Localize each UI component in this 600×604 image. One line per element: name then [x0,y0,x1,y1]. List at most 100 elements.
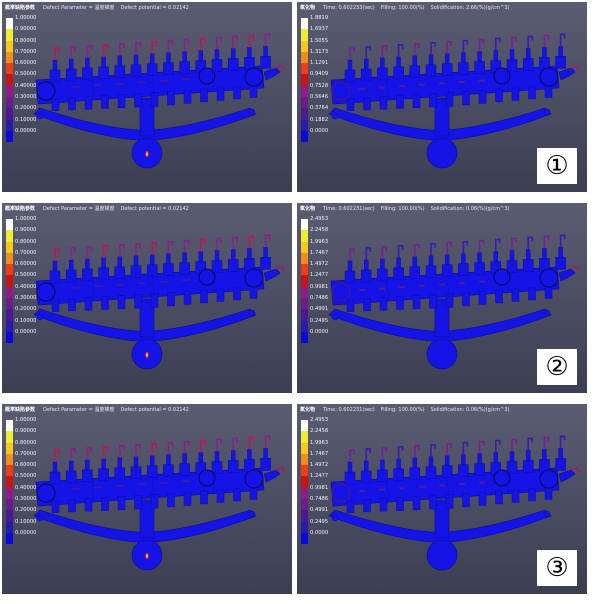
legend-entry: 1.3173 [301,49,347,64]
legend-entry: 0.60000 [6,261,52,276]
legend-entry: 0.10000 [6,317,52,332]
header-field: Defect potential = 0.02142 [120,407,189,413]
case-number-badge: ① [537,148,577,184]
header-field: Filling: 100.00(%) [380,206,425,212]
panel-title: 氧化物 [300,206,316,212]
legend-value: 0.20000 [15,507,37,514]
panel-header: 氧化物 Time: 0.602233(sec) Filling: 100.00(%)… [297,2,587,14]
legend-swatch [301,465,308,477]
legend-entry: 1.5055 [301,38,347,52]
legend-entry: 1.00000 [6,216,52,231]
legend-swatch [6,521,13,533]
legend-value: 0.80000 [15,37,37,44]
legend-value: 0.60000 [15,60,37,67]
casting-model [33,33,285,169]
color-legend: 2.4953 2.2458 1.9963 1.7467 1.4972 1.2477 0.99… [301,417,347,545]
legend-entry: 0.70000 [6,450,52,466]
legend-swatch [6,465,13,477]
legend-value: 0.7528 [310,82,329,89]
legend-swatch [301,431,308,443]
legend-swatch [6,219,13,231]
legend-entry: 1.6937 [301,26,347,41]
header-field: Defect potential = 0.02142 [120,5,189,11]
legend-value: 0.0000 [310,529,329,536]
legend-entry: 2.2458 [301,227,347,242]
panel-title: 概率缺陷参数 [5,5,36,11]
legend-value: 2.2458 [310,227,329,234]
legend-value: 0.40000 [15,484,37,491]
header-field: Solidification: 2.66(%)(g/cm^3) [430,5,510,11]
legend-swatch [301,264,308,276]
legend-swatch [301,74,308,86]
panel-title: 氧化物 [300,407,316,413]
legend-swatch [6,230,13,242]
legend-entry: 0.80000 [6,439,52,454]
header-field: Filling: 100.00(%) [380,5,425,11]
legend-value: 0.80000 [15,439,37,446]
legend-swatch [301,320,308,332]
legend-swatch [6,298,13,310]
legend-entry: 0.30000 [6,94,52,109]
casting-model [33,435,285,571]
legend-entry: 2.2458 [301,428,347,443]
legend-value: 1.7467 [310,249,329,256]
legend-swatch [6,51,13,64]
legend-entry: 1.4972 [301,261,347,276]
legend-entry: 0.20000 [6,105,52,120]
legend-entry: 0.10000 [6,117,52,131]
legend-entry: 0.20000 [6,507,52,522]
legend-swatch [6,108,13,120]
legend-swatch [6,18,13,30]
legend-value: 0.70000 [15,450,37,457]
legend-value: 1.6937 [310,26,329,33]
legend-entry: 0.2495 [301,318,347,332]
legend-entry: 2.4953 [301,417,347,432]
legend-entry: 0.9981 [301,485,347,500]
legend-entry: 1.00000 [6,417,52,432]
legend-value: 0.5646 [310,94,329,101]
legend-swatch [301,29,308,41]
legend-entry: 0.10000 [6,519,52,533]
color-legend: 1.8819 1.6937 1.5055 1.3173 1.1291 0.9409 0.75… [301,15,347,143]
legend-swatch [301,230,308,242]
legend-entry: 0.50000 [6,272,52,287]
header-field: Defect potential = 0.02142 [120,206,189,212]
legend-value: 0.90000 [15,26,37,33]
legend-swatch [6,264,13,276]
panel-header: 概率缺陷参数 Defect Parameter = 温度梯度 Defect pote… [2,2,292,14]
legend-swatch [301,442,308,454]
legend-entry: 0.0000 [301,329,347,344]
legend-swatch [301,63,308,75]
legend-value: 0.10000 [15,317,37,324]
legend-entry: 1.7467 [301,249,347,265]
legend-value: 1.2477 [310,272,329,279]
legend-entry: 0.30000 [6,295,52,310]
panel-header: 氧化物 Time: 0.602231(sec) Filling: 100.00(%)… [297,203,587,215]
panel-left-1: 概率缺陷参数 Defect Parameter = 温度梯度 Defect pote… [2,2,292,192]
legend-value: 1.00000 [15,417,37,423]
legend-swatch [301,476,308,488]
legend-swatch [301,286,308,299]
legend-entry: 0.7528 [301,82,347,98]
legend-entry: 0.0000 [301,529,347,545]
legend-entry: 1.4972 [301,462,347,477]
legend-value: 0.90000 [15,428,37,435]
legend-entry: 0.2495 [301,519,347,533]
header-field: Solidification: 0.06(%)(g/cm^3) [430,407,510,413]
legend-swatch [6,499,13,511]
legend-value: 1.00000 [15,216,37,222]
legend-entry: 0.40000 [6,284,52,299]
header-field: Time: 0.602231(sec) [323,407,375,413]
legend-entry: 1.2477 [301,272,347,287]
legend-entry: 0.80000 [6,37,52,52]
legend-value: 0.7486 [310,295,329,302]
legend-value: 0.00000 [15,529,37,536]
legend-value: 1.8819 [310,15,329,21]
legend-entry: 0.4991 [301,507,347,522]
legend-swatch [6,29,13,41]
legend-swatch [301,521,308,533]
legend-swatch [6,74,13,86]
legend-entry: 0.40000 [6,83,52,98]
legend-value: 2.4953 [310,417,329,423]
header-field: Defect Parameter = 温度梯度 [43,206,115,212]
